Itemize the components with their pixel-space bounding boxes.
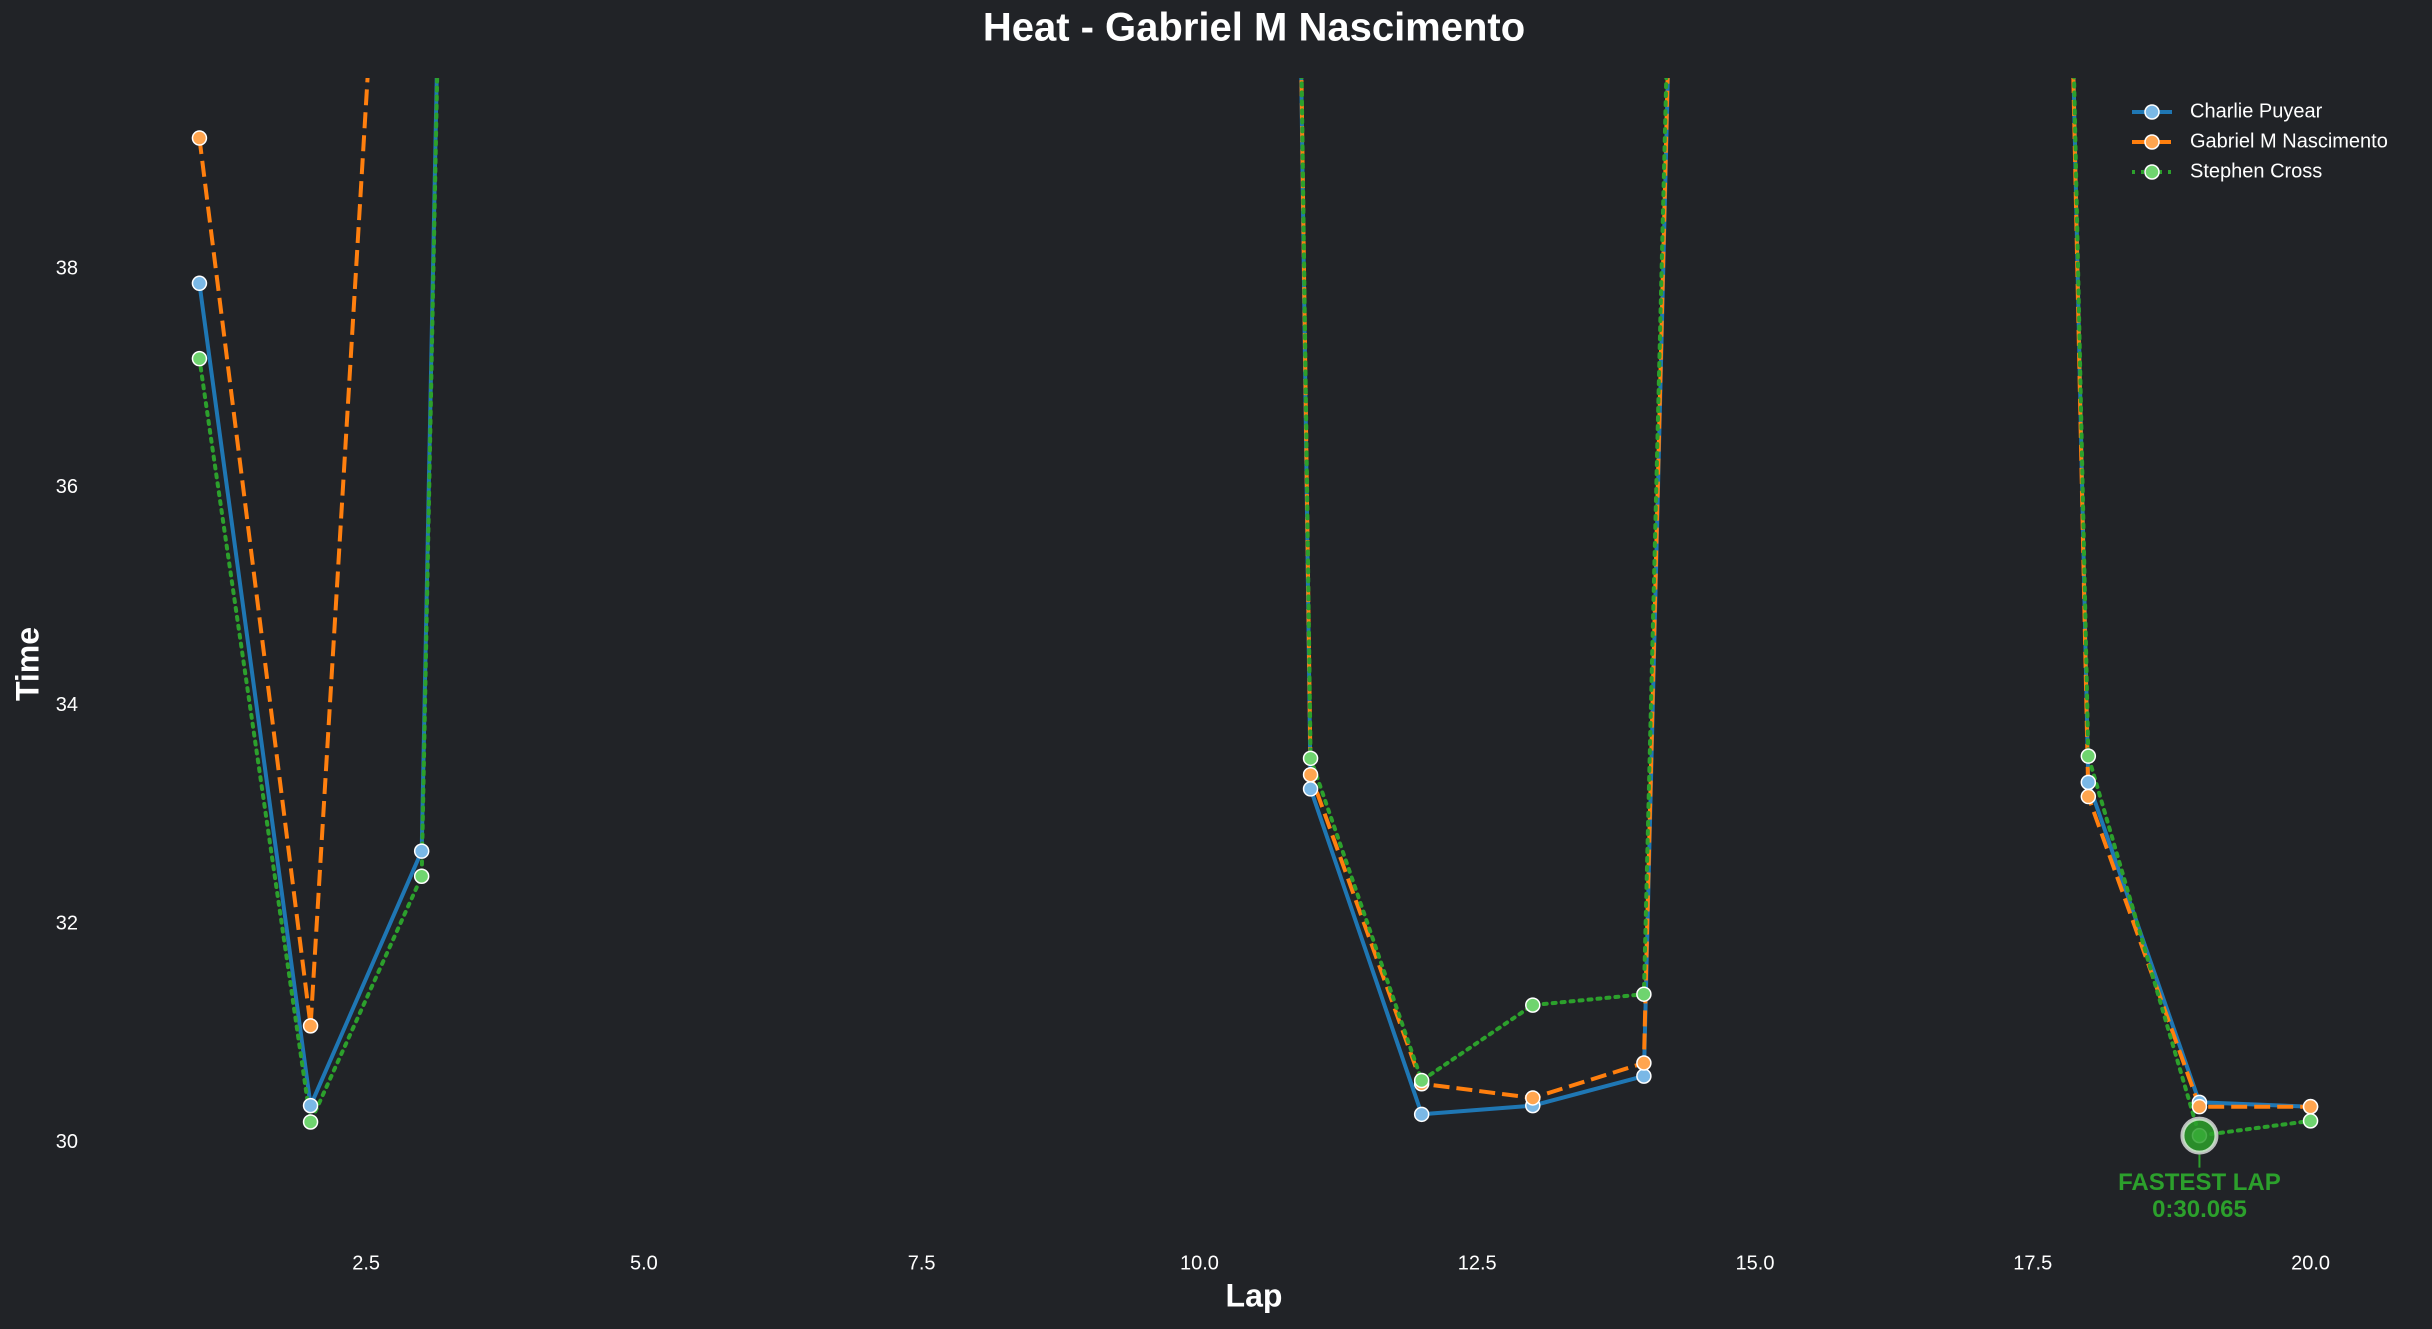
x-tick-label: 7.5	[908, 1252, 936, 1274]
legend-label: Stephen Cross	[2190, 160, 2322, 182]
series-line	[197, 78, 2311, 1109]
y-tick-label: 30	[56, 1131, 78, 1153]
data-point	[1525, 997, 1541, 1013]
x-axis-label: Lap	[1226, 1277, 1283, 1313]
data-point	[1302, 766, 1319, 783]
data-point	[2191, 1098, 2208, 1115]
data-point	[191, 350, 208, 367]
data-point	[413, 843, 430, 859]
x-tick-label: 17.5	[2013, 1252, 2052, 1274]
data-point	[1636, 986, 1652, 1002]
annotation-text: FASTEST LAP	[2118, 1169, 2281, 1196]
fastest-lap-marker	[2180, 1116, 2219, 1155]
y-tick-label: 32	[56, 913, 78, 935]
series-line	[197, 78, 2311, 1117]
annotation-text: 0:30.065	[2152, 1196, 2247, 1223]
data-point	[2302, 1113, 2319, 1129]
data-point	[2080, 748, 2097, 764]
data-point	[1413, 1072, 1430, 1089]
y-tick-label: 38	[56, 257, 78, 279]
legend-marker	[2144, 164, 2160, 180]
data-point	[1636, 1055, 1652, 1071]
plot-area	[191, 78, 2319, 1144]
chart-title: Heat - Gabriel M Nascimento	[983, 6, 1525, 50]
data-point	[191, 275, 208, 292]
y-axis-label: Time	[9, 627, 45, 701]
x-tick-label: 12.5	[1458, 1252, 1497, 1274]
x-tick-label: 15.0	[1736, 1252, 1775, 1274]
data-point	[1302, 781, 1319, 797]
legend-label: Gabriel M Nascimento	[2190, 130, 2388, 152]
data-point	[1525, 1090, 1541, 1106]
data-point	[302, 1114, 319, 1130]
data-point	[413, 868, 430, 885]
series-line	[197, 78, 2313, 1138]
data-point	[1636, 1068, 1652, 1084]
x-tick-label: 5.0	[630, 1252, 658, 1274]
data-point	[302, 1097, 319, 1114]
data-point	[2302, 1098, 2319, 1115]
data-point	[2080, 774, 2097, 791]
data-point	[302, 1018, 319, 1034]
data-point	[1302, 750, 1319, 767]
data-point	[1413, 1106, 1430, 1123]
x-tick-label: 20.0	[2291, 1252, 2330, 1274]
y-tick-label: 34	[56, 694, 78, 716]
y-tick-label: 36	[56, 476, 78, 498]
data-point	[2080, 788, 2097, 805]
data-point	[191, 130, 208, 146]
legend-marker	[2144, 134, 2160, 150]
legend-marker	[2144, 104, 2160, 120]
x-tick-label: 2.5	[352, 1252, 380, 1274]
legend-label: Charlie Puyear	[2190, 100, 2323, 122]
x-tick-label: 10.0	[1180, 1252, 1219, 1274]
